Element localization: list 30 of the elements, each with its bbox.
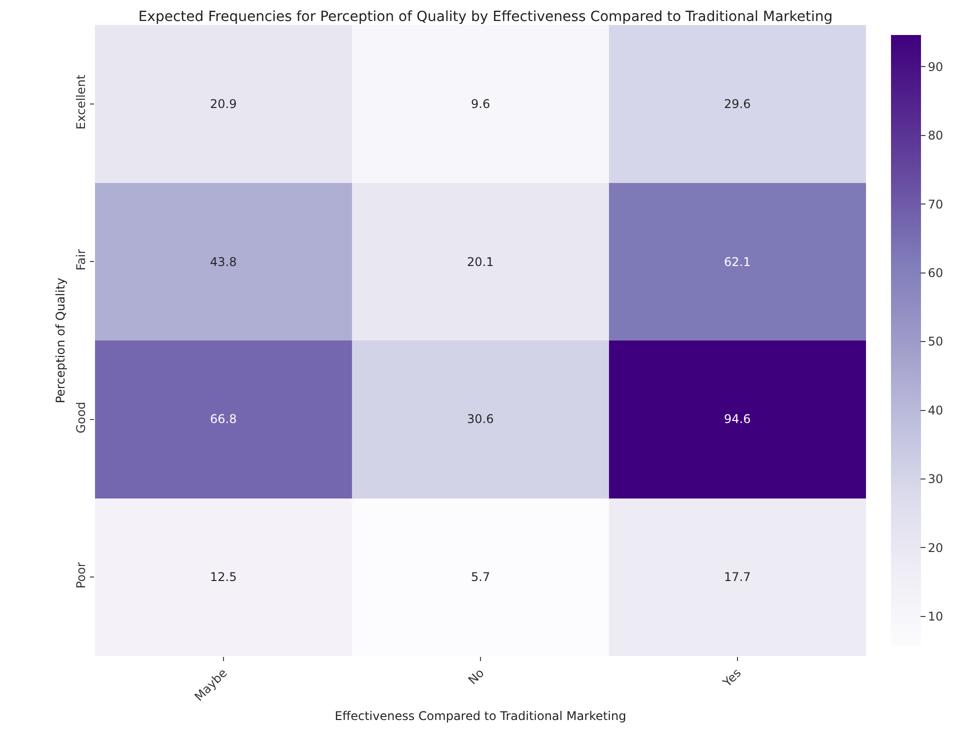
x-axis-title: Effectiveness Compared to Traditional Marketing [334, 708, 626, 723]
chart-title: Expected Frequencies for Perception of Quality by Effectiveness Compared to Traditional Marketing [138, 8, 833, 25]
data-label: 20.1 [467, 255, 494, 269]
data-label: 20.9 [210, 97, 237, 111]
data-label: 12.5 [210, 570, 237, 584]
data-label: 94.6 [724, 412, 751, 426]
y-axis-title: Perception of Quality [54, 278, 68, 404]
data-label: 5.7 [471, 570, 490, 584]
data-label: 66.8 [210, 412, 237, 426]
y-tick-label: Poor [74, 562, 88, 589]
data-label: 62.1 [724, 255, 751, 269]
color-bar-label: 80 [928, 128, 944, 143]
color-bar-label: 40 [928, 403, 944, 418]
color-bar-label: 60 [928, 266, 944, 280]
color-bar-label: 20 [928, 540, 944, 555]
data-label: 30.6 [467, 412, 494, 426]
data-label: 9.6 [471, 97, 490, 111]
y-tick-label: Excellent [74, 74, 88, 130]
data-label: 17.7 [724, 570, 751, 584]
color-bar-label: 10 [928, 610, 944, 624]
color-bar-label: 50 [928, 334, 944, 349]
y-tick-label: Fair [74, 249, 88, 271]
data-label: 43.8 [210, 255, 237, 269]
color-bar-label: 30 [928, 472, 944, 486]
y-tick-label: Good [74, 402, 88, 434]
color-bar-label: 90 [928, 60, 944, 74]
color-bar-label: 70 [928, 197, 944, 212]
data-label: 29.6 [724, 97, 751, 111]
x-tick-label: Yes [720, 666, 744, 690]
x-tick-label: No [465, 666, 487, 688]
